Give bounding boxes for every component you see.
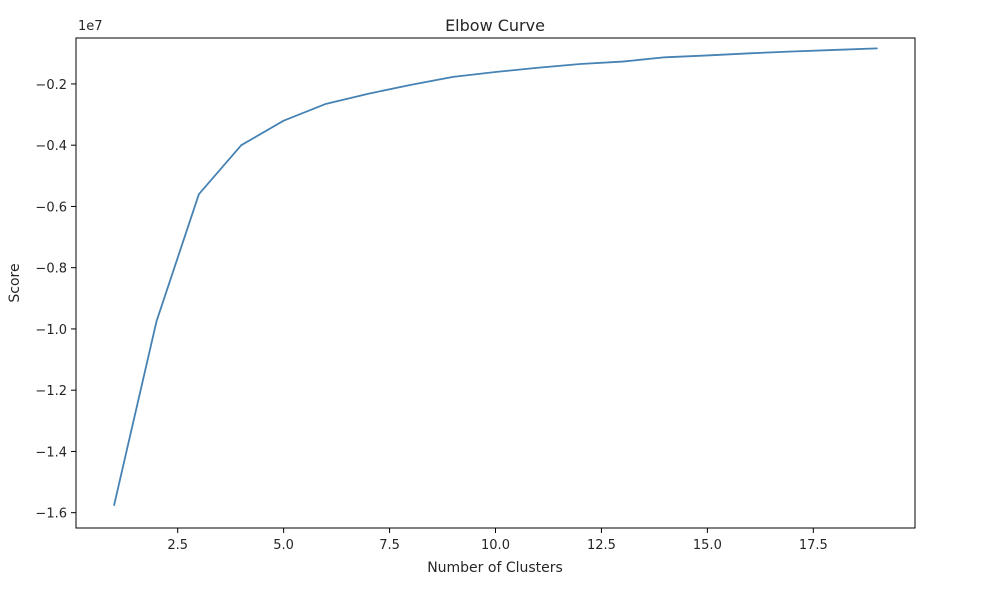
y-tick-label: −0.2 (35, 78, 67, 93)
y-tick-label: −0.4 (35, 139, 67, 154)
chart-title: Elbow Curve (445, 16, 545, 35)
data-point (748, 52, 751, 55)
y-axis-label: Score (7, 263, 23, 302)
data-point (113, 503, 116, 506)
y-tick-label: −0.8 (35, 262, 67, 277)
data-point (706, 54, 709, 57)
x-axis-ticks: 2.5 5.0 7.5 10.0 12.5 15.0 17.5 (167, 528, 828, 553)
y-tick-label: −1.6 (35, 507, 67, 522)
data-point (494, 70, 497, 73)
y-tick-label: −0.6 (35, 200, 67, 215)
x-tick-label: 15.0 (693, 538, 722, 553)
data-point (452, 75, 455, 78)
data-point (875, 47, 878, 50)
data-point (197, 193, 200, 196)
y-tick-label: −1.2 (35, 384, 67, 399)
data-point (155, 320, 158, 323)
x-tick-label: 10.0 (481, 538, 510, 553)
y-tick-label: −1.4 (35, 445, 67, 460)
data-point (409, 83, 412, 86)
data-point (833, 48, 836, 51)
data-point (791, 50, 794, 53)
y-tick-label: −1.0 (35, 323, 67, 338)
x-tick-label: 5.0 (273, 538, 294, 553)
data-point (621, 60, 624, 63)
x-tick-label: 12.5 (587, 538, 616, 553)
data-point (282, 119, 285, 122)
data-point (367, 92, 370, 95)
data-point (663, 56, 666, 59)
plot-area (113, 47, 878, 506)
data-point (240, 144, 243, 147)
x-tick-label: 17.5 (799, 538, 828, 553)
x-tick-label: 7.5 (379, 538, 400, 553)
data-point (536, 66, 539, 69)
data-point (579, 62, 582, 65)
x-axis-label: Number of Clusters (427, 560, 563, 576)
y-axis-ticks: −1.6 −1.4 −1.2 −1.0 −0.8 −0.6 −0.4 −0.2 (35, 78, 76, 522)
x-tick-label: 2.5 (167, 538, 188, 553)
series-line (113, 47, 878, 506)
data-point (324, 102, 327, 105)
y-axis-offset-label: 1e7 (78, 19, 103, 34)
